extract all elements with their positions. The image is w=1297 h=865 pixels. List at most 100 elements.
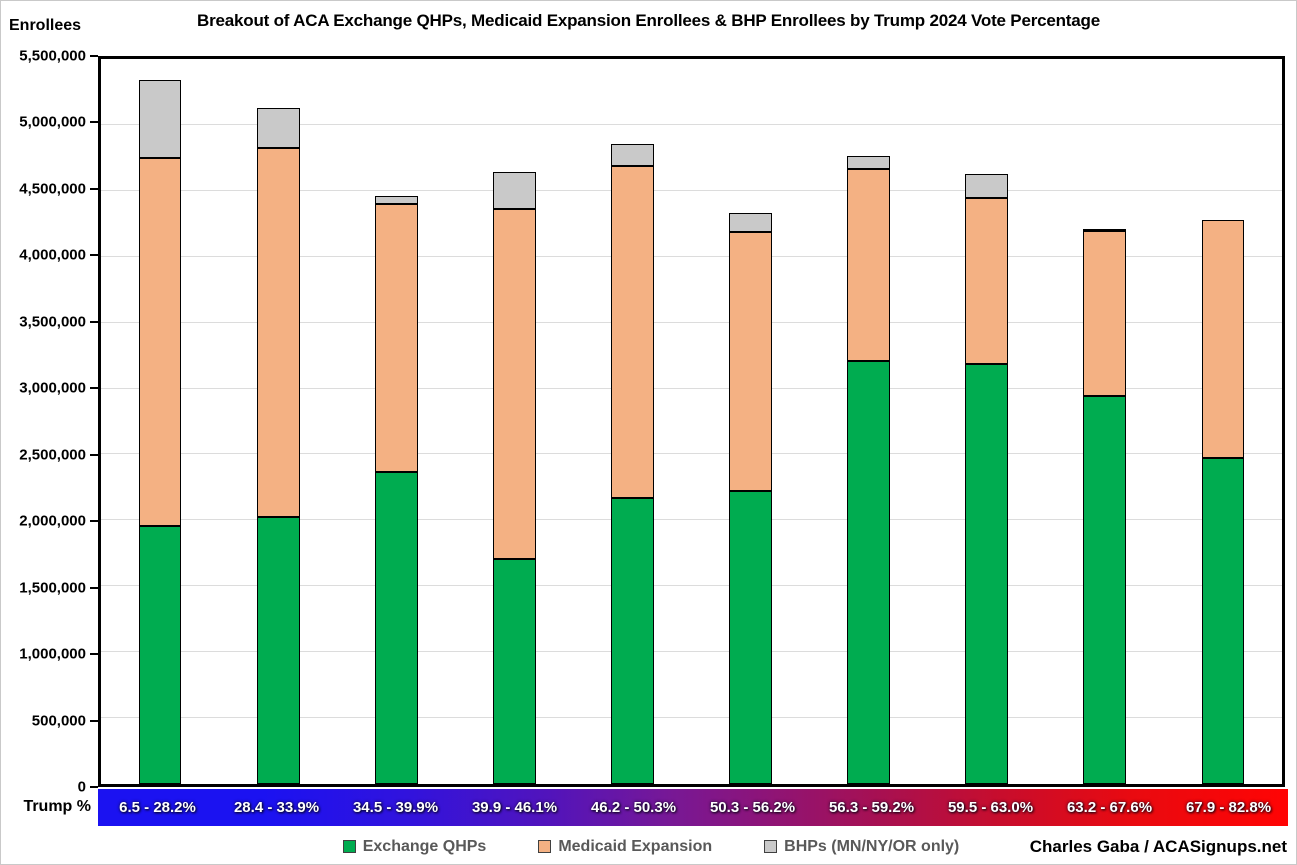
gridline [101, 255, 1282, 257]
x-category-label: 63.2 - 67.6% [1066, 799, 1153, 816]
y-tick-mark [90, 320, 98, 323]
gridline [101, 123, 1282, 125]
x-category-label: 46.2 - 50.3% [590, 799, 677, 816]
stacked-bar-1[interactable] [138, 59, 182, 784]
bar-segment-qhp[interactable] [492, 558, 536, 784]
legend-item-qhp[interactable]: Exchange QHPs [342, 837, 487, 856]
x-category-label: 28.4 - 33.9% [233, 799, 320, 816]
y-tick-label: 5,000,000 [19, 113, 86, 131]
gridline [101, 585, 1282, 587]
y-tick-mark [90, 187, 98, 190]
x-category-label: 6.5 - 28.2% [119, 799, 196, 816]
bar-segment-bhp[interactable] [611, 144, 654, 167]
stacked-bar-3[interactable] [374, 59, 418, 784]
bar-segment-bhp[interactable] [138, 80, 182, 158]
bar-segment-bhp[interactable] [492, 171, 536, 209]
bar-segment-medicaid[interactable] [611, 166, 654, 498]
y-tick-mark [90, 786, 98, 788]
bar-segment-bhp[interactable] [729, 213, 772, 232]
gridline [101, 387, 1282, 389]
y-tick-mark [90, 121, 98, 124]
bar-segment-medicaid[interactable] [138, 157, 182, 526]
y-tick-label: 5,500,000 [19, 47, 86, 65]
bar-segment-qhp[interactable] [965, 364, 1009, 784]
bar-segment-medicaid[interactable] [965, 198, 1009, 365]
y-tick-mark [90, 387, 98, 390]
plot-area [98, 56, 1285, 787]
legend-swatch-icon [764, 840, 778, 853]
y-tick-label: 2,500,000 [19, 446, 86, 464]
gridline [101, 651, 1282, 653]
x-axis-title: Trump % [23, 798, 91, 815]
footer-row: Exchange QHPs Medicaid Expansion BHPs (MN/… [1, 829, 1296, 864]
bar-segment-medicaid[interactable] [256, 148, 300, 518]
bar-segment-qhp[interactable] [256, 517, 300, 784]
y-tick-mark [90, 254, 98, 257]
legend-label: Exchange QHPs [362, 837, 487, 855]
y-tick-mark [90, 653, 98, 656]
stacked-bar-4[interactable] [492, 59, 536, 784]
bar-segment-qhp[interactable] [374, 471, 418, 784]
y-tick-mark [90, 520, 98, 523]
bar-segment-qhp[interactable] [1201, 457, 1245, 784]
y-tick-label: 0 [77, 778, 86, 796]
x-category-label: 50.3 - 56.2% [709, 799, 796, 816]
y-tick-mark [90, 586, 98, 589]
legend-label: BHPs (MN/NY/OR only) [784, 837, 960, 855]
legend-item-medicaid[interactable]: Medicaid Expansion [538, 838, 712, 856]
y-tick-label: 4,000,000 [19, 246, 86, 264]
gridline [101, 189, 1282, 191]
y-tick-label: 1,000,000 [19, 645, 86, 663]
legend-item-bhp[interactable]: BHPs (MN/NY/OR only) [764, 838, 959, 856]
bar-segment-medicaid[interactable] [374, 204, 418, 472]
attribution: Charles Gaba / ACASignups.net [1029, 836, 1287, 856]
y-tick-label: 500,000 [31, 712, 86, 730]
bar-segment-medicaid[interactable] [492, 208, 536, 559]
gridline [101, 321, 1282, 323]
y-axis: 0 500,000 1,000,000 1,500,000 2,000,000 2,500… [1, 49, 98, 795]
y-tick-label: 4,500,000 [19, 180, 86, 198]
bar-segment-medicaid[interactable] [1083, 231, 1127, 396]
legend: Exchange QHPs Medicaid Expansion BHPs (MN/… [301, 838, 1001, 856]
legend-swatch-icon [342, 840, 356, 853]
stacked-bar-10[interactable] [1201, 59, 1245, 784]
stacked-bar-7[interactable] [847, 59, 891, 784]
bar-segment-bhp[interactable] [256, 108, 300, 148]
y-tick-label: 3,000,000 [19, 379, 86, 397]
legend-label: Medicaid Expansion [558, 837, 713, 855]
x-axis-band: 6.5 - 28.2% 28.4 - 33.9% 34.5 - 39.9% 39.9 … [98, 789, 1288, 826]
stacked-bar-2[interactable] [256, 59, 300, 784]
y-tick-label: 3,500,000 [19, 313, 86, 331]
bar-segment-medicaid[interactable] [847, 169, 891, 361]
y-tick-mark [90, 453, 98, 456]
x-category-label: 39.9 - 46.1% [471, 799, 558, 816]
bar-segment-medicaid[interactable] [1201, 220, 1245, 458]
bar-segment-qhp[interactable] [138, 525, 182, 784]
y-tick-mark [90, 719, 98, 722]
y-tick-label: 1,500,000 [19, 579, 86, 597]
chart-title: Breakout of ACA Exchange QHPs, Medicaid … [197, 11, 1100, 30]
stacked-bar-9[interactable] [1083, 59, 1127, 784]
bar-segment-bhp[interactable] [374, 196, 418, 204]
bar-segment-qhp[interactable] [1083, 395, 1127, 784]
gridline [101, 717, 1282, 719]
y-tick-mark [90, 55, 98, 57]
bar-segment-qhp[interactable] [611, 497, 654, 784]
x-category-label: 59.5 - 63.0% [947, 799, 1034, 816]
x-category-label: 56.3 - 59.2% [828, 799, 915, 816]
gridline [101, 453, 1282, 455]
y-tick-label: 2,000,000 [19, 512, 86, 530]
stacked-bar-5[interactable] [611, 59, 654, 784]
stacked-bar-6[interactable] [729, 59, 772, 784]
legend-swatch-icon [538, 840, 552, 853]
y-axis-title: Enrollees [9, 17, 82, 34]
bar-segment-qhp[interactable] [847, 360, 891, 784]
bar-segment-qhp[interactable] [729, 491, 772, 784]
x-category-label: 67.9 - 82.8% [1185, 799, 1272, 816]
bar-segment-bhp[interactable] [1083, 229, 1127, 232]
stacked-bar-8[interactable] [965, 59, 1009, 784]
x-category-label: 34.5 - 39.9% [352, 799, 439, 816]
bar-segment-bhp[interactable] [847, 155, 891, 170]
bar-segment-bhp[interactable] [965, 174, 1009, 199]
bar-segment-medicaid[interactable] [729, 231, 772, 492]
